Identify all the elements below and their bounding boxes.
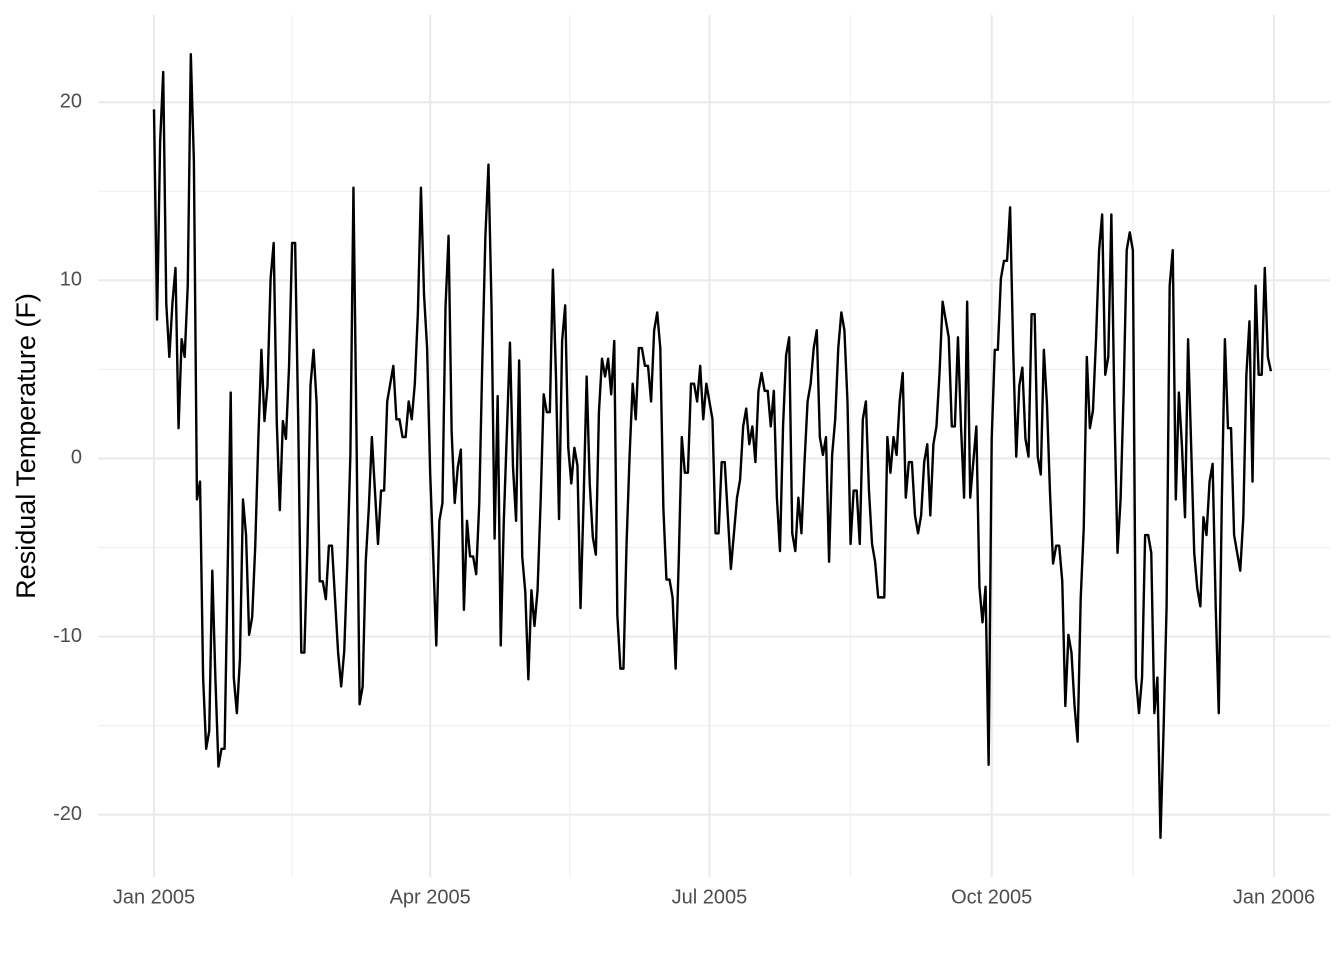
y-tick-label: 20 (60, 91, 82, 113)
x-tick-label: Jul 2005 (672, 886, 748, 908)
x-tick-label: Apr 2005 (390, 886, 471, 908)
y-axis-label: Residual Temperature (F) (11, 293, 41, 599)
x-tick-label: Jan 2005 (113, 886, 195, 908)
y-tick-label: -10 (53, 625, 82, 647)
y-tick-label: 0 (71, 447, 82, 469)
y-tick-label: -20 (53, 803, 82, 825)
x-tick-label: Jan 2006 (1233, 886, 1315, 908)
x-tick-label: Oct 2005 (951, 886, 1032, 908)
data-line (152, 52, 1273, 840)
y-tick-label: 10 (60, 269, 82, 291)
